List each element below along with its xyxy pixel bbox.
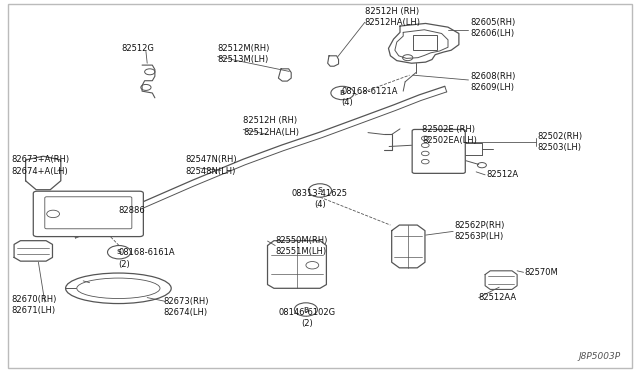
Circle shape [294, 303, 317, 316]
Text: 82673+A(RH)
82674+A(LH): 82673+A(RH) 82674+A(LH) [12, 155, 70, 176]
Text: 82512A: 82512A [486, 170, 518, 179]
Text: 08168-6121A
(4): 08168-6121A (4) [341, 87, 397, 107]
Text: 82512G: 82512G [122, 44, 154, 53]
Circle shape [108, 246, 131, 259]
Text: 08168-6161A
(2): 08168-6161A (2) [118, 248, 175, 269]
Text: 82605(RH)
82606(LH): 82605(RH) 82606(LH) [470, 18, 516, 38]
Circle shape [308, 184, 332, 197]
Text: 82562P(RH)
82563P(LH): 82562P(RH) 82563P(LH) [454, 221, 505, 241]
Text: 82670(RH)
82671(LH): 82670(RH) 82671(LH) [12, 295, 57, 315]
Text: 82512AA: 82512AA [479, 293, 517, 302]
Text: 82608(RH)
82609(LH): 82608(RH) 82609(LH) [470, 72, 516, 92]
Text: 82547N(RH)
82548N(LH): 82547N(RH) 82548N(LH) [186, 155, 237, 176]
Text: J8P5003P: J8P5003P [579, 352, 621, 361]
Bar [413, 35, 437, 50]
FancyBboxPatch shape [33, 191, 143, 237]
Text: 82502E (RH)
82502EA(LH): 82502E (RH) 82502EA(LH) [422, 125, 477, 145]
Text: 82512M(RH)
82513M(LH): 82512M(RH) 82513M(LH) [218, 44, 270, 64]
Text: B: B [303, 307, 308, 312]
Text: B: B [340, 90, 345, 96]
Text: 82570M: 82570M [525, 268, 559, 277]
FancyBboxPatch shape [412, 129, 465, 173]
Text: S: S [116, 249, 122, 255]
Text: S: S [317, 187, 323, 193]
Text: 82550M(RH)
82551M(LH): 82550M(RH) 82551M(LH) [275, 236, 328, 256]
Text: 82512H (RH)
82512HA(LH): 82512H (RH) 82512HA(LH) [365, 7, 421, 27]
FancyBboxPatch shape [45, 197, 132, 229]
Text: 82512H (RH)
82512HA(LH): 82512H (RH) 82512HA(LH) [243, 116, 300, 137]
Text: 82886: 82886 [118, 206, 145, 215]
Circle shape [331, 86, 354, 100]
Text: 82502(RH)
82503(LH): 82502(RH) 82503(LH) [538, 132, 583, 152]
Text: 08146-6102G
(2): 08146-6102G (2) [278, 308, 336, 328]
Text: 08313-41625
(4): 08313-41625 (4) [292, 189, 348, 209]
Text: 82673(RH)
82674(LH): 82673(RH) 82674(LH) [163, 297, 209, 317]
